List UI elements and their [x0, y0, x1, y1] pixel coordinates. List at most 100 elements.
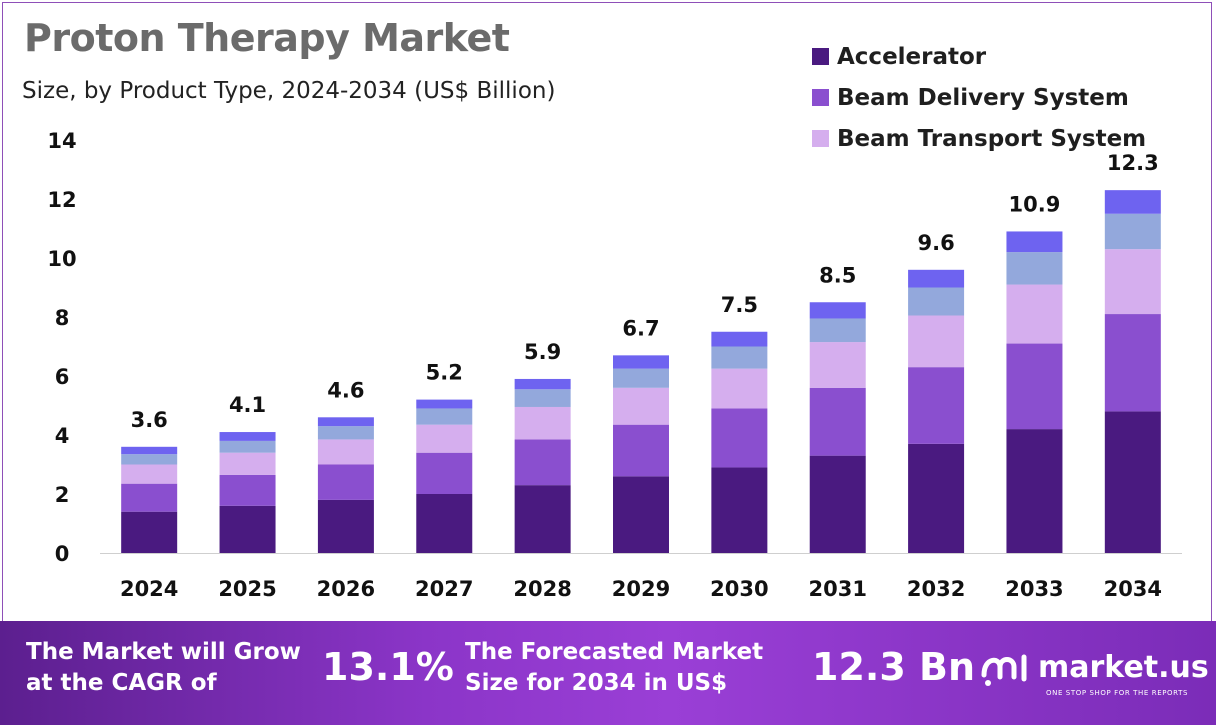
bar-segment	[121, 464, 178, 484]
x-tick-label: 2028	[513, 577, 571, 601]
bar-segment	[809, 387, 866, 456]
legend-swatch-accelerator	[812, 48, 829, 65]
bar-segment	[908, 367, 965, 444]
bar-segment	[317, 499, 374, 553]
bar-segment	[1104, 411, 1161, 553]
bar-total-label: 4.1	[229, 393, 266, 417]
bar-total-label: 6.7	[622, 316, 659, 340]
bar-segment	[908, 315, 965, 368]
bar-segment	[908, 269, 965, 288]
bar-segment	[416, 399, 473, 409]
bar-segment	[1006, 252, 1063, 285]
chart-subtitle: Size, by Product Type, 2024-2034 (US$ Bi…	[22, 78, 556, 104]
bar-segment	[613, 387, 669, 425]
cagr-value: 13.1%	[322, 645, 454, 689]
legend-swatch-beam-delivery	[812, 89, 829, 106]
legend-label: Accelerator	[837, 43, 987, 70]
bar-segment	[1104, 249, 1161, 315]
bar-segment	[219, 432, 276, 441]
bar-segment	[711, 346, 768, 369]
bar-segment	[809, 318, 866, 343]
bar-total-label: 4.6	[327, 378, 364, 402]
x-tick-label: 2033	[1005, 577, 1063, 601]
bar-segment	[908, 443, 965, 553]
bar-segment	[514, 389, 571, 407]
bar-segment	[317, 464, 374, 500]
bar-segment	[711, 467, 768, 553]
bar-total-label: 8.5	[819, 263, 856, 287]
bar-segment	[317, 426, 374, 440]
brand-name: market.us	[1038, 649, 1209, 685]
cagr-caption: The Market will Grow at the CAGR of	[26, 639, 301, 696]
y-tick-label: 2	[55, 483, 70, 507]
bar-total-label: 9.6	[917, 231, 954, 255]
legend-swatch-beam-transport	[812, 130, 829, 147]
y-tick-label: 8	[55, 306, 70, 330]
bar-segment	[416, 408, 473, 425]
bar-segment	[711, 368, 768, 409]
footer-banner: The Market will Grow at the CAGR of 13.1…	[0, 621, 1216, 725]
legend-label: Beam Delivery System	[837, 84, 1129, 111]
bar-segment	[1006, 284, 1063, 344]
bar-segment	[613, 368, 669, 388]
bar-segment	[121, 483, 178, 512]
bar-total-label: 5.9	[524, 340, 561, 364]
x-tick-label: 2027	[415, 577, 473, 601]
bar-total-label: 7.5	[721, 293, 758, 317]
bar-segment	[416, 424, 473, 453]
bar-segment	[317, 439, 374, 465]
bar-segment	[613, 424, 669, 477]
legend-item-beam-delivery: Beam Delivery System	[812, 77, 1146, 118]
y-tick-label: 10	[47, 247, 76, 271]
bar-segment	[416, 452, 473, 494]
bar-segment	[121, 511, 178, 553]
x-tick-label: 2031	[809, 577, 867, 601]
bar-segment	[514, 439, 571, 486]
y-tick-label: 14	[47, 129, 76, 153]
bar-segment	[121, 446, 178, 455]
bar-segment	[613, 355, 669, 369]
bar-segment	[317, 417, 374, 427]
bar-segment	[219, 474, 276, 506]
bar-segment	[1104, 190, 1161, 214]
bar-total-label: 5.2	[426, 361, 463, 385]
bar-segment	[219, 452, 276, 475]
bar-segment	[809, 342, 866, 388]
x-tick-label: 2026	[317, 577, 375, 601]
legend-label: Beam Transport System	[837, 125, 1147, 152]
brand-tagline: ONE STOP SHOP FOR THE REPORTS	[1046, 689, 1189, 697]
bar-segment	[514, 378, 571, 390]
y-tick-label: 4	[55, 424, 70, 448]
y-tick-label: 6	[55, 365, 70, 389]
y-tick-label: 0	[55, 542, 70, 566]
forecast-value: 12.3 Bn	[812, 645, 976, 689]
bar-segment	[1104, 314, 1161, 412]
y-tick-label: 12	[47, 188, 76, 212]
x-tick-label: 2032	[907, 577, 965, 601]
x-tick-label: 2029	[612, 577, 670, 601]
bar-segment	[514, 406, 571, 440]
bar-segment	[219, 440, 276, 453]
bar-segment	[908, 287, 965, 316]
bar-segment	[219, 505, 276, 553]
bar-segment	[416, 494, 473, 553]
market-us-logo-icon	[981, 654, 1027, 686]
x-tick-label: 2030	[710, 577, 768, 601]
chart-title: Proton Therapy Market	[24, 16, 510, 60]
bar-segment	[1006, 343, 1063, 430]
bar-segment	[711, 408, 768, 468]
forecast-caption: The Forecasted Market Size for 2034 in U…	[465, 639, 764, 696]
bar-total-label: 3.6	[131, 408, 168, 432]
stacked-bar-chart: 0 2 4 6 8 10 12 14 3.6 2024 4.1 2025 4.6 2026 5.2 2027 5…	[47, 129, 1182, 601]
bar-segment	[1006, 429, 1063, 553]
bar-total-label: 12.3	[1107, 151, 1159, 175]
bar-segment	[711, 331, 768, 347]
legend: Accelerator Beam Delivery System Beam Tr…	[812, 36, 1146, 159]
legend-item-accelerator: Accelerator	[812, 36, 1146, 77]
bar-segment	[809, 302, 866, 319]
bar-segment	[121, 454, 178, 465]
brand-logo: market.us ONE STOP SHOP FOR THE REPORTS	[980, 645, 1209, 697]
bar-segment	[514, 485, 571, 553]
x-tick-label: 2024	[120, 577, 178, 601]
bar-total-label: 10.9	[1009, 192, 1061, 216]
